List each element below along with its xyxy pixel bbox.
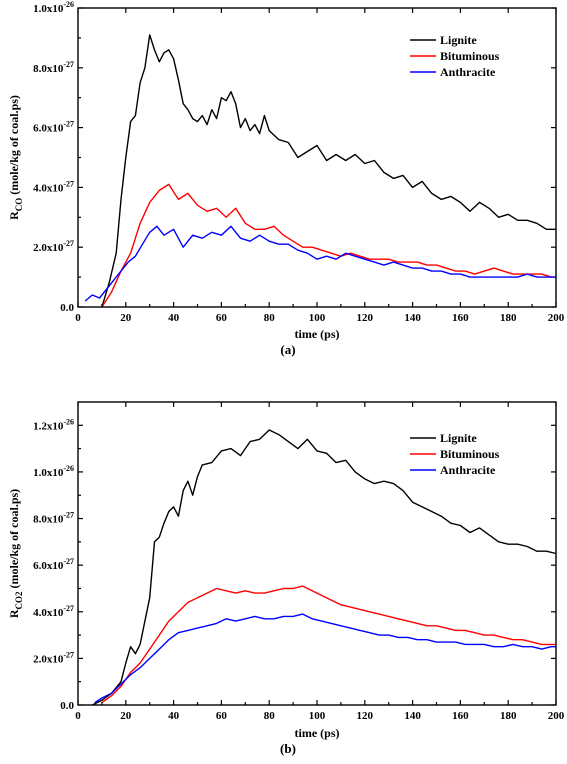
panel-b-x-tick-label: 100 — [309, 710, 326, 722]
panel-b-y-tick-label: 1.2x10-26 — [33, 417, 74, 432]
panel-b-y-tick-label: 4.0x10-27 — [33, 604, 74, 619]
panel-a-x-tick-label: 100 — [309, 312, 326, 324]
panel-b-x-tick-label: 180 — [500, 710, 517, 722]
panel-b-series-anthracite-line — [94, 613, 556, 704]
panel-a-y-tick-label: 6.0x10-27 — [33, 120, 74, 135]
panel-a-x-tick-label: 180 — [500, 312, 517, 324]
panel-b-y-tick-label: 8.0x10-27 — [33, 511, 74, 526]
panel-b-y-tick-label: 0.0 — [60, 700, 74, 712]
panel-b-legend-label-anthracite: Anthracite — [440, 463, 496, 477]
panel-b-legend-label-lignite: Lignite — [440, 431, 477, 445]
panel-a-x-tick-label: 120 — [357, 312, 374, 324]
panel-a-x-tick-label: 200 — [548, 312, 565, 324]
panel-a: 0 20 40 60 80 100 120 140 160 180 200 0.0 2.0x10-27 4… — [7, 0, 565, 357]
panel-a-x-tick-label: 40 — [168, 312, 180, 324]
panel-b-y-tick-label: 6.0x10-27 — [33, 557, 74, 572]
panel-a-y-tick-label: 8.0x10-27 — [33, 60, 74, 75]
panel-a-plot-area: 0 20 40 60 80 100 120 140 160 180 200 0.0 2.0x10-27 4… — [7, 0, 565, 341]
panel-b-x-axis-title: time (ps) — [295, 726, 340, 740]
panel-b-series-lignite-line — [91, 429, 557, 706]
panel-a-series-bituminous-line — [101, 183, 556, 308]
panel-b-x-tick-label: 200 — [548, 710, 565, 722]
panel-b-y-tick-label: 2.0x10-27 — [33, 650, 74, 665]
panel-b-x-tick-label: 0 — [75, 710, 81, 722]
panel-a-x-tick-label: 160 — [452, 312, 469, 324]
panel-a-y-tick-label: 1.0x10-26 — [33, 0, 74, 15]
panel-b-x-tick-label: 60 — [216, 710, 228, 722]
panel-a-x-tick-label: 140 — [404, 312, 421, 324]
panel-a-legend-label-bituminous: Bituminous — [440, 49, 500, 63]
panel-b-legend-label-bituminous: Bituminous — [440, 447, 500, 461]
panel-a-x-tick-label: 80 — [264, 312, 276, 324]
panel-b-x-tick-label: 120 — [357, 710, 374, 722]
panel-b-y-tick-label: 1.0x10-26 — [33, 464, 74, 479]
panel-b-x-tick-label: 40 — [168, 710, 180, 722]
panel-a-series-lignite-line — [101, 34, 556, 308]
panel-b: 0 20 40 60 80 100 120 140 160 180 200 0.0 2.0x10-27 4… — [7, 401, 565, 756]
panel-b-plot-area: 0 20 40 60 80 100 120 140 160 180 200 0.0 2.0x10-27 4… — [7, 401, 565, 740]
panel-a-y-tick-label: 4.0x10-27 — [33, 179, 74, 194]
panel-b-x-tick-label: 140 — [404, 710, 421, 722]
panel-b-series-bituminous-line — [101, 585, 556, 704]
panel-a-legend-label-anthracite: Anthracite — [440, 65, 496, 79]
panel-a-legend-label-lignite: Lignite — [440, 33, 477, 47]
panel-a-y-axis-title: RCO (mole/kg of coal.ps) — [7, 95, 24, 220]
panel-a-y-tick-label: 2.0x10-27 — [33, 239, 74, 254]
panel-b-x-tick-label: 80 — [264, 710, 276, 722]
panel-b-label: (b) — [280, 741, 296, 756]
panel-a-label: (a) — [280, 342, 295, 357]
panel-b-y-axis-title: RCO2 (mole/kg of coal.ps) — [7, 489, 24, 618]
panel-b-x-tick-label: 20 — [120, 710, 132, 722]
panel-a-series-anthracite-line — [84, 225, 556, 302]
panel-a-x-tick-label: 20 — [120, 312, 132, 324]
panel-b-x-tick-label: 160 — [452, 710, 469, 722]
panel-a-x-axis-title: time (ps) — [295, 327, 340, 341]
panel-a-x-tick-label: 0 — [75, 312, 81, 324]
panel-a-y-tick-label: 0.0 — [60, 302, 74, 314]
panel-a-x-tick-label: 60 — [216, 312, 228, 324]
